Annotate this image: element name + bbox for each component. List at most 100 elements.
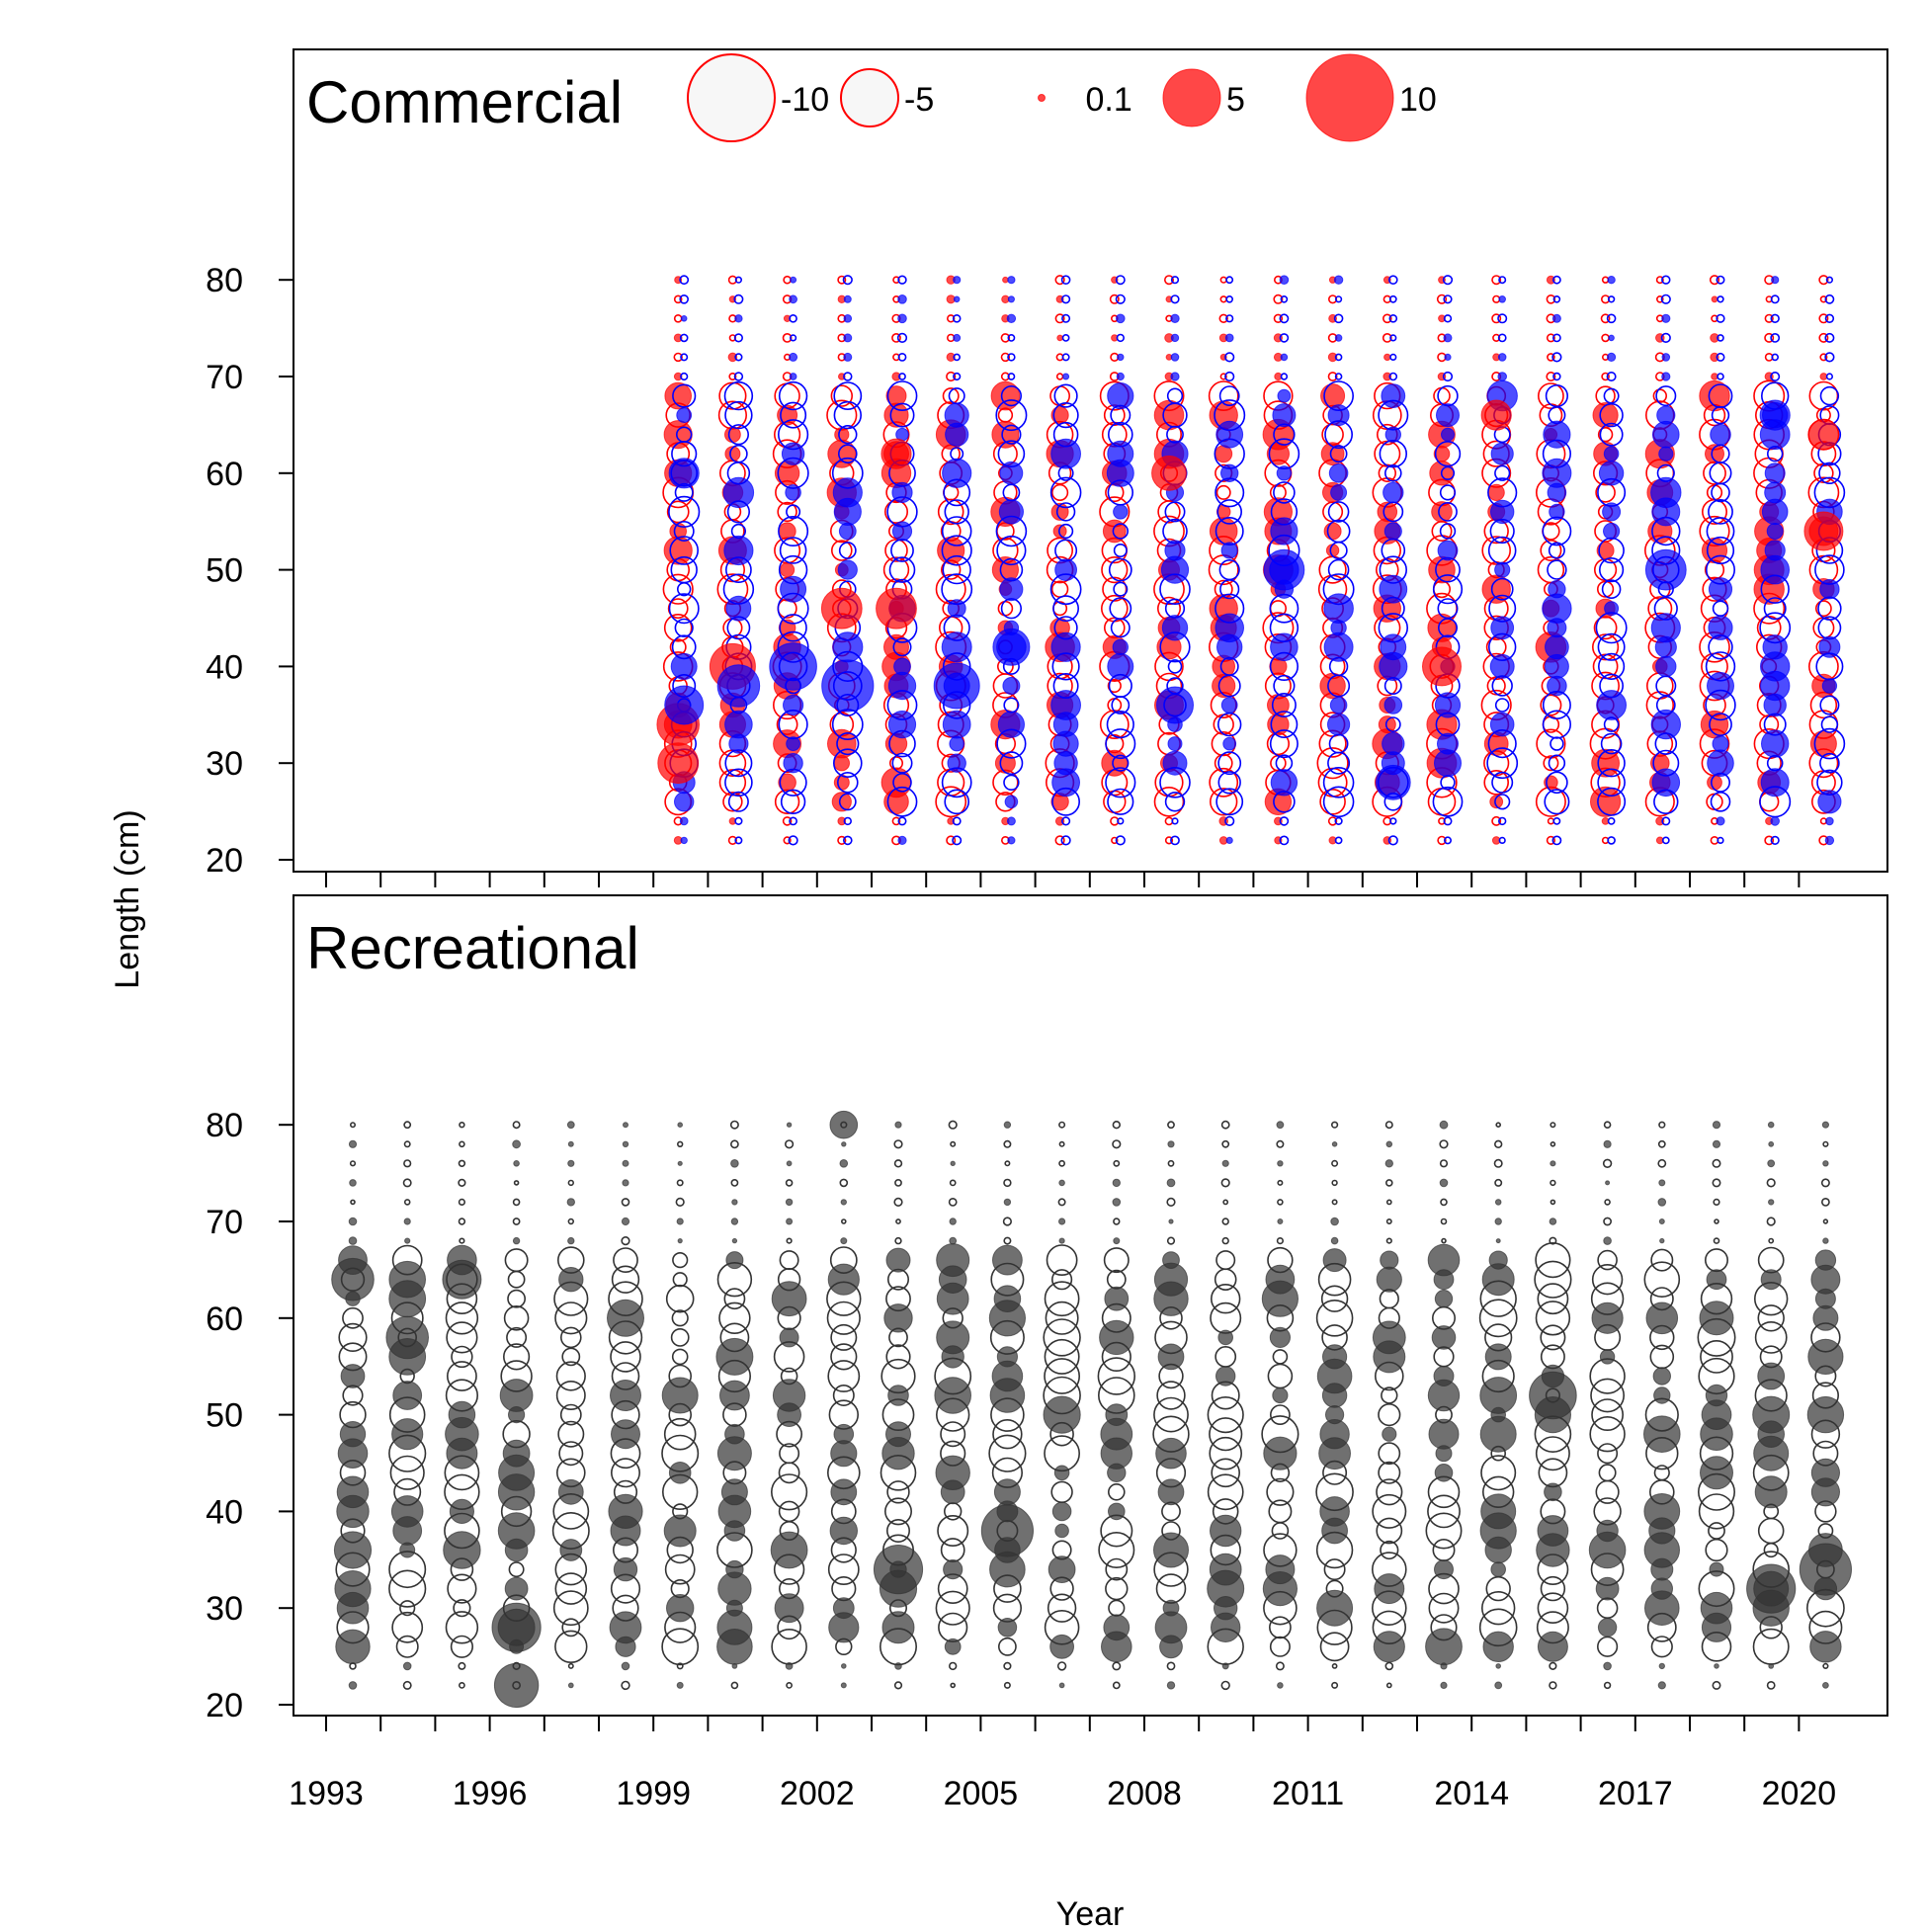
recreational-bubble — [1105, 1557, 1129, 1581]
commercial-bubble — [838, 793, 857, 811]
commercial-bubble — [843, 314, 853, 323]
x-tick-label: 2017 — [1598, 1775, 1673, 1812]
recreational-bubble — [1700, 1340, 1733, 1374]
y-tick-label: 80 — [206, 1107, 243, 1144]
recreational-bubble — [1043, 1318, 1081, 1357]
recreational-bubble — [1806, 1395, 1845, 1434]
recreational-bubble — [1044, 1435, 1081, 1472]
recreational-bubble — [1376, 1478, 1403, 1506]
commercial-bubble — [1441, 427, 1455, 442]
commercial-bubble — [836, 771, 859, 794]
recreational-bubble — [774, 1593, 804, 1624]
commercial-bubble — [1111, 836, 1119, 845]
recreational-bubble — [1593, 1497, 1622, 1526]
commercial-bubble — [941, 535, 972, 566]
commercial-bubble — [1279, 313, 1290, 324]
recreational-bubble — [993, 1285, 1022, 1312]
recreational-bubble-large — [873, 1545, 924, 1595]
commercial-bubble — [1497, 816, 1507, 826]
commercial-bubble — [826, 399, 858, 431]
commercial-bubble — [675, 426, 693, 443]
commercial-bubble — [1711, 482, 1730, 503]
recreational-bubble — [1431, 1325, 1457, 1350]
commercial-bubble — [997, 600, 1014, 617]
commercial-bubble — [1762, 634, 1788, 660]
recreational-bubble — [1812, 1304, 1839, 1331]
recreational-bubble — [1768, 1140, 1775, 1147]
commercial-bubble — [896, 332, 908, 344]
recreational-bubble — [1322, 1248, 1347, 1273]
recreational-bubble — [1108, 1502, 1126, 1521]
commercial-bubble — [1487, 477, 1518, 508]
recreational-bubble — [1591, 1263, 1624, 1296]
recreational-bubble — [1591, 1398, 1625, 1432]
commercial-bubble — [1440, 465, 1456, 480]
commercial-bubble — [1606, 371, 1617, 381]
recreational-bubble — [558, 1441, 584, 1467]
recreational-bubble — [786, 1237, 793, 1244]
recreational-bubble — [1112, 1198, 1122, 1207]
recreational-bubble — [1700, 1456, 1733, 1490]
recreational-bubble — [1705, 1538, 1728, 1562]
legend-bubble — [1038, 94, 1046, 102]
commercial-bubble — [1437, 732, 1459, 755]
recreational-bubble — [1603, 1139, 1612, 1148]
commercial-bubble — [1433, 580, 1452, 599]
y-tick-label: 50 — [206, 1397, 243, 1435]
recreational-bubble — [1494, 1199, 1502, 1206]
recreational-bubble — [1105, 1576, 1129, 1601]
commercial-bubble — [1764, 462, 1786, 484]
commercial-bubble — [1428, 555, 1456, 584]
commercial-bubble — [1054, 539, 1078, 562]
commercial-bubble — [1764, 835, 1775, 846]
commercial-bubble — [724, 400, 753, 430]
recreational-bubble — [610, 1341, 641, 1373]
recreational-bubble — [1550, 1179, 1556, 1187]
commercial-bubble — [1270, 769, 1299, 797]
commercial-bubble — [1604, 601, 1620, 617]
commercial-bubble — [1494, 561, 1511, 578]
commercial-bubble — [1603, 446, 1620, 462]
commercial-bubble-large — [1375, 764, 1411, 800]
commercial-bubble — [1490, 616, 1515, 640]
recreational-bubble — [613, 1556, 638, 1582]
commercial-bubble — [1003, 697, 1020, 714]
commercial-bubble — [1717, 295, 1724, 303]
commercial-bubble — [1546, 294, 1556, 304]
commercial-bubble — [673, 372, 683, 381]
y-tick-label: 20 — [206, 842, 243, 880]
recreational-bubble — [1054, 1523, 1069, 1539]
commercial-bubble — [1444, 353, 1452, 361]
y-tick-label: 40 — [206, 1493, 243, 1531]
commercial-bubble — [673, 333, 683, 343]
recreational-bubble — [885, 1247, 911, 1273]
commercial-bubbles — [656, 275, 1846, 846]
commercial-bubble — [1444, 836, 1453, 845]
commercial-bubble — [1162, 750, 1188, 776]
recreational-bubble — [1757, 1304, 1785, 1332]
recreational-bubble — [830, 1440, 858, 1468]
recreational-bubble — [458, 1661, 466, 1670]
recreational-bubble — [567, 1159, 575, 1167]
recreational-bubble — [725, 1251, 744, 1270]
recreational-bubble — [350, 1199, 356, 1206]
x-tick-label: 2002 — [780, 1775, 855, 1812]
recreational-bubble — [1167, 1159, 1175, 1167]
recreational-bubble — [779, 1327, 799, 1348]
commercial-bubble — [950, 447, 964, 462]
commercial-bubble — [1057, 523, 1074, 540]
commercial-bubble — [1770, 313, 1780, 323]
recreational-bubble — [444, 1473, 480, 1511]
recreational-bubble — [1425, 1628, 1463, 1666]
commercial-bubble — [1546, 771, 1568, 795]
commercial-bubble — [1599, 422, 1624, 447]
commercial-bubble — [1214, 579, 1233, 599]
commercial-bubble — [1818, 332, 1829, 343]
recreational-bubble — [779, 1443, 800, 1465]
commercial-bubble — [1607, 352, 1617, 362]
recreational-bubble — [1709, 1561, 1724, 1577]
recreational-bubble — [1596, 1597, 1619, 1619]
commercial-bubble-large — [820, 587, 863, 630]
commercial-bubble — [1170, 276, 1180, 285]
